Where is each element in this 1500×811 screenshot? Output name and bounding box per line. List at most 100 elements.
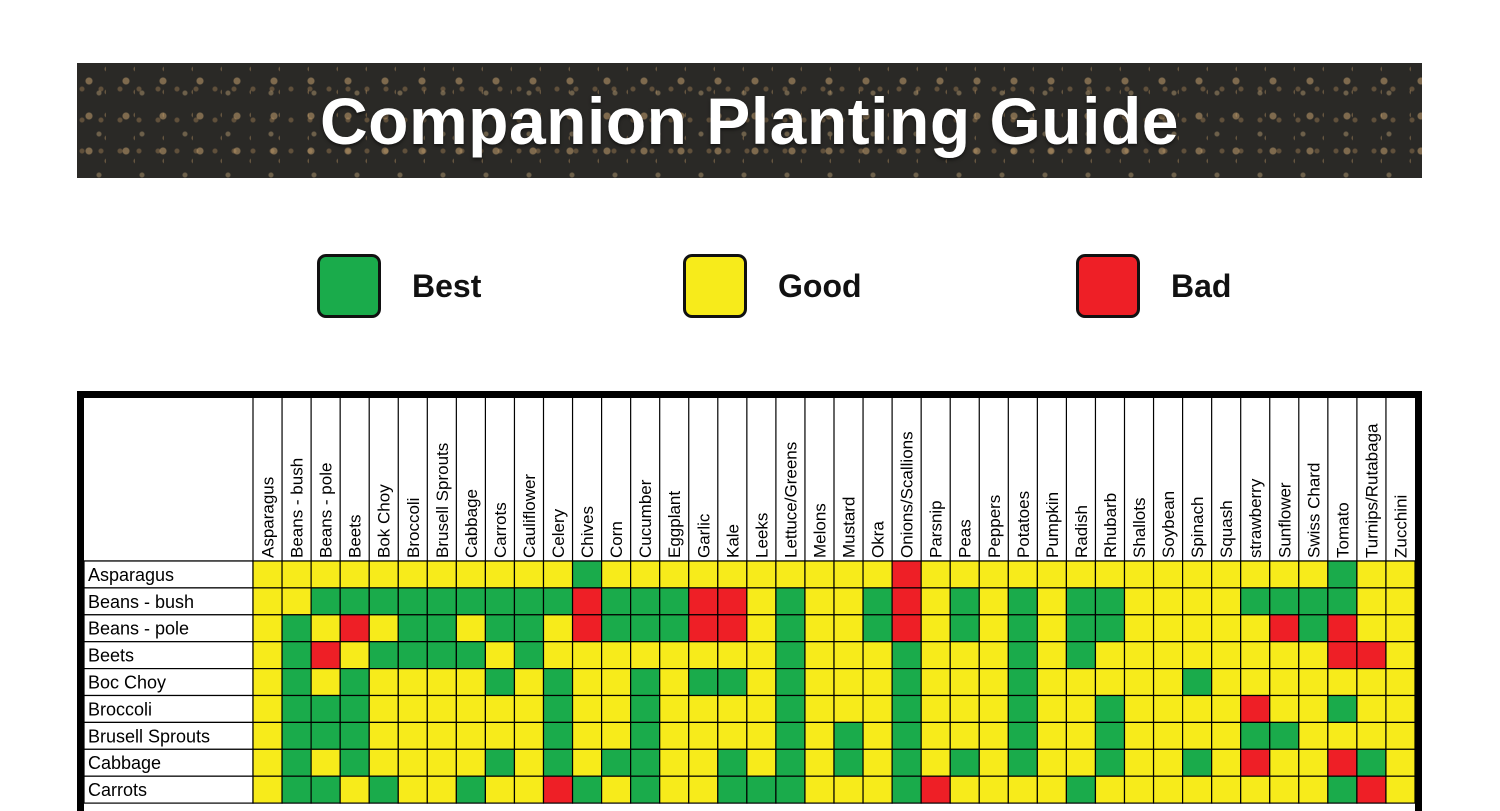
grid-cell bbox=[688, 775, 719, 804]
grid-cell bbox=[775, 614, 806, 643]
grid-cell bbox=[542, 560, 574, 589]
grid-cell bbox=[1240, 668, 1271, 697]
grid-cell bbox=[513, 694, 545, 723]
grid-cell bbox=[310, 587, 341, 616]
grid-cell bbox=[659, 668, 690, 697]
legend-label-bad: Bad bbox=[1171, 267, 1232, 304]
grid-cell bbox=[455, 560, 487, 589]
grid-cell bbox=[1007, 775, 1038, 804]
grid-cell bbox=[1181, 560, 1213, 589]
grid-cell bbox=[746, 587, 777, 616]
grid-cell bbox=[688, 560, 719, 589]
grid-cell bbox=[310, 748, 341, 777]
grid-cell bbox=[746, 694, 777, 723]
grid-cell bbox=[1065, 775, 1097, 804]
grid-cell bbox=[1152, 560, 1184, 589]
grid-cell bbox=[804, 668, 835, 697]
grid-cell bbox=[1298, 587, 1329, 616]
row-label: Boc Choy bbox=[88, 673, 166, 693]
grid-cell bbox=[1298, 641, 1329, 670]
grid-cell bbox=[804, 694, 835, 723]
grid-cell bbox=[1007, 587, 1038, 616]
grid-cell bbox=[1298, 614, 1329, 643]
grid-cell bbox=[804, 614, 835, 643]
column-header: Leeks bbox=[752, 513, 771, 558]
grid-cell bbox=[368, 775, 399, 804]
grid-cell bbox=[281, 694, 312, 723]
grid-cell bbox=[600, 614, 632, 643]
grid-cell bbox=[484, 775, 516, 804]
grid-cell bbox=[659, 587, 690, 616]
column-header: Okra bbox=[869, 521, 888, 558]
grid-cell bbox=[1240, 614, 1271, 643]
column-header: strawberry bbox=[1246, 478, 1265, 558]
grid-cell bbox=[1094, 748, 1126, 777]
grid-cell bbox=[630, 721, 661, 750]
grid-cell bbox=[949, 587, 980, 616]
grid-cell bbox=[397, 614, 428, 643]
grid-cell bbox=[804, 748, 835, 777]
grid-cell bbox=[978, 721, 1009, 750]
grid-cell bbox=[833, 721, 864, 750]
grid-cell bbox=[1007, 641, 1038, 670]
grid-cell bbox=[1123, 560, 1155, 589]
column-header: Parsnip bbox=[927, 500, 946, 558]
grid-cell bbox=[1385, 775, 1416, 804]
grid-cell bbox=[1181, 721, 1213, 750]
grid-cell bbox=[1036, 614, 1067, 643]
grid-cell bbox=[513, 641, 545, 670]
grid-cell bbox=[397, 775, 428, 804]
grid-cell bbox=[833, 668, 864, 697]
grid-cell bbox=[717, 560, 748, 589]
grid-cell bbox=[1269, 641, 1300, 670]
grid-cell bbox=[978, 775, 1009, 804]
grid-cell bbox=[455, 775, 487, 804]
grid-cell bbox=[1298, 721, 1329, 750]
column-header: Beans - bush bbox=[288, 458, 307, 558]
column-header: Sunflower bbox=[1275, 482, 1294, 558]
grid-cell bbox=[1356, 668, 1387, 697]
grid-cell bbox=[1240, 721, 1271, 750]
legend-best: Best bbox=[317, 252, 481, 320]
grid-cell bbox=[310, 560, 341, 589]
grid-cell bbox=[600, 587, 632, 616]
column-header: Peas bbox=[956, 519, 975, 558]
grid-cell bbox=[1269, 721, 1300, 750]
legend-label-best: Best bbox=[412, 267, 482, 304]
legend-bad: Bad bbox=[1076, 252, 1231, 320]
column-header: Zucchini bbox=[1391, 495, 1410, 558]
grid-cell bbox=[833, 641, 864, 670]
grid-cell bbox=[659, 614, 690, 643]
grid-cell bbox=[978, 748, 1009, 777]
grid-cell bbox=[978, 614, 1009, 643]
grid-cell bbox=[339, 587, 370, 616]
grid-cell bbox=[484, 668, 516, 697]
grid-cell bbox=[920, 694, 951, 723]
grid-cell bbox=[949, 668, 980, 697]
row-label: Beans - pole bbox=[88, 619, 189, 639]
grid-cell bbox=[1123, 614, 1155, 643]
grid-cell bbox=[862, 748, 893, 777]
grid-cell bbox=[1240, 748, 1271, 777]
grid-cell bbox=[281, 641, 312, 670]
grid-cell bbox=[252, 748, 283, 777]
grid-cell bbox=[1356, 614, 1387, 643]
grid-cell bbox=[1036, 721, 1067, 750]
grid-cell bbox=[688, 614, 719, 643]
grid-cell bbox=[1036, 587, 1067, 616]
grid-cell bbox=[1036, 560, 1067, 589]
grid-cell bbox=[630, 587, 661, 616]
grid-cell bbox=[600, 748, 632, 777]
grid-cell bbox=[1094, 560, 1126, 589]
grid-cell bbox=[1123, 668, 1155, 697]
grid-cell bbox=[775, 694, 806, 723]
grid-cell bbox=[397, 560, 428, 589]
grid-cell bbox=[1327, 560, 1358, 589]
grid-cell bbox=[368, 748, 399, 777]
row-label: Carrots bbox=[88, 780, 147, 800]
grid-cell bbox=[397, 694, 428, 723]
grid-cell bbox=[571, 587, 603, 616]
grid-cell bbox=[1181, 748, 1213, 777]
grid-cell bbox=[484, 721, 516, 750]
grid-cell bbox=[571, 641, 603, 670]
